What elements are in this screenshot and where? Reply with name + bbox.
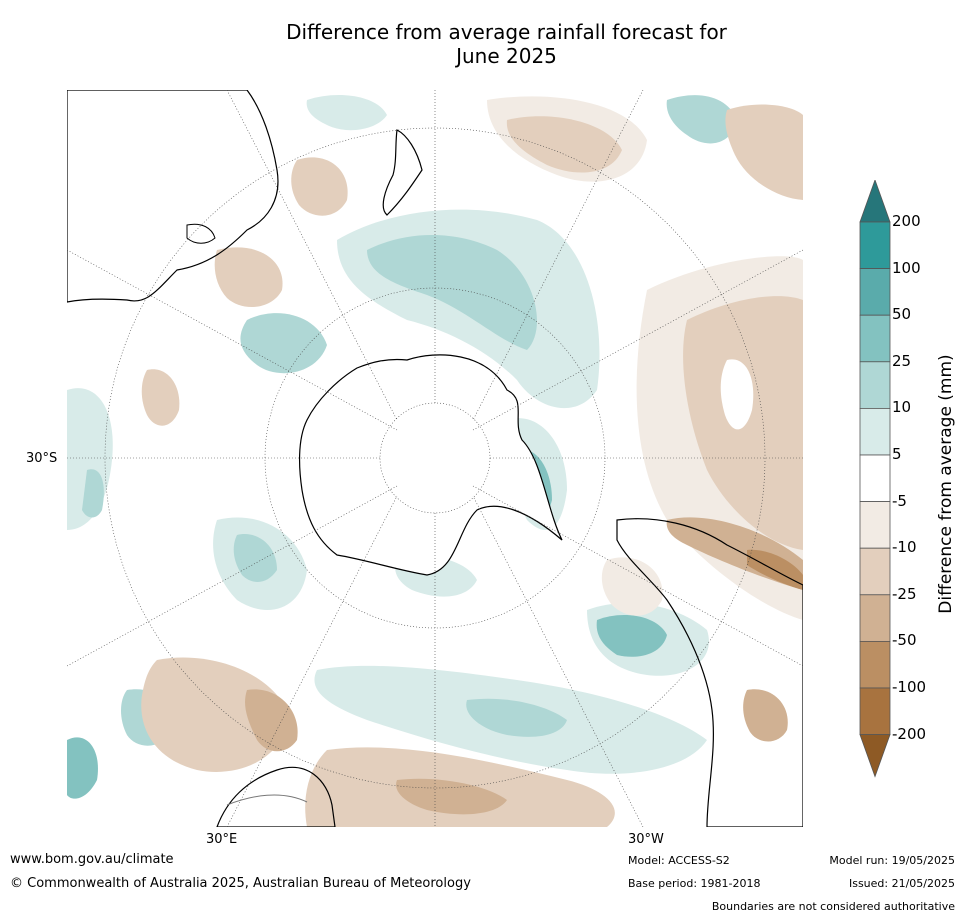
colorbar-tick-label: 50 (892, 305, 912, 324)
colorbar-segment (859, 268, 891, 316)
colorbar-tick-label: -10 (892, 538, 917, 557)
map-title-line1: Difference from average rainfall forecas… (286, 20, 727, 44)
south-america-outline (616, 518, 803, 827)
colorbar-segment (859, 221, 891, 269)
map-title-line2: June 2025 (456, 44, 557, 68)
colorbar-tick-label: -100 (892, 678, 927, 696)
africa-borders (226, 794, 308, 806)
latitude-label-30s: 30°S (26, 451, 58, 466)
colorbar-tick-label: -25 (892, 584, 917, 603)
colorbar-segment (859, 314, 891, 363)
longitude-label-30w: 30°W (628, 832, 664, 847)
colorbar-segment (859, 594, 891, 642)
colorbar (859, 180, 891, 778)
footer-model: Model: ACCESS-S2 (628, 854, 730, 867)
colorbar-segment (859, 361, 891, 409)
australia-outline (67, 90, 279, 303)
colorbar-segment (859, 547, 891, 596)
colorbar-tick-label: 10 (892, 398, 912, 417)
colorbar-tick-label: 200 (892, 212, 921, 230)
wet-anomaly-regions (67, 95, 737, 799)
footer-disclaimer: Boundaries are not considered authoritat… (711, 900, 955, 913)
colorbar-segment (859, 454, 891, 502)
map-title: Difference from average rainfall forecas… (200, 20, 813, 68)
colorbar-segment (859, 501, 891, 549)
footer-issued: Issued: 21/05/2025 (848, 877, 955, 890)
colorbar-tick-label: 25 (892, 351, 912, 370)
colorbar-segment (859, 687, 891, 735)
footer-copyright: © Commonwealth of Australia 2025, Austra… (10, 876, 471, 891)
antarctica-outline (298, 354, 563, 576)
rainfall-anomaly-map (67, 90, 803, 827)
colorbar-segment (859, 640, 891, 689)
africa-outline (216, 766, 336, 827)
colorbar-tick-label: -200 (892, 724, 927, 743)
colorbar-extend-bottom (859, 734, 891, 778)
colorbar-extend-top (859, 180, 891, 223)
colorbar-tick-label: 100 (892, 258, 921, 277)
dry-anomaly-regions (141, 96, 803, 827)
new-zealand-outline (382, 129, 423, 216)
colorbar-tick-label: -5 (892, 491, 907, 510)
footer-model-run: Model run: 19/05/2025 (829, 854, 955, 867)
footer-website: www.bom.gov.au/climate (10, 852, 174, 867)
colorbar-segment (859, 407, 891, 456)
tasmania-outline (186, 223, 216, 244)
longitude-label-30e: 30°E (206, 832, 238, 847)
graticule (67, 90, 803, 827)
footer-base-period: Base period: 1981-2018 (628, 877, 761, 890)
colorbar-segments (859, 180, 891, 778)
colorbar-tick-label: -50 (892, 631, 917, 650)
colorbar-label: Difference from average (mm) (936, 354, 956, 614)
colorbar-tick-label: 5 (892, 445, 902, 463)
